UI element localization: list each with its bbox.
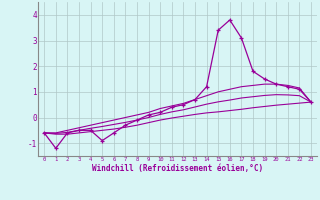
X-axis label: Windchill (Refroidissement éolien,°C): Windchill (Refroidissement éolien,°C) <box>92 164 263 173</box>
